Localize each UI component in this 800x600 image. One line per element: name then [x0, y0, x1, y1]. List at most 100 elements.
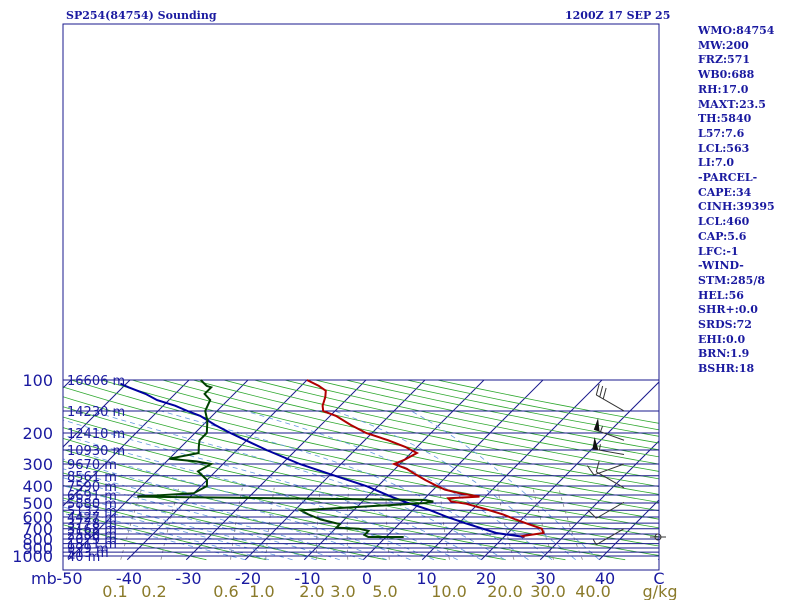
temperature-tick-label: -40 — [116, 569, 142, 588]
isotherm-line — [63, 379, 190, 507]
temperature-line — [306, 379, 545, 538]
pressure-tick-label: 300 — [22, 455, 53, 474]
mixing-ratio-line — [265, 487, 275, 560]
mixing-ratio-label: 0.1 — [102, 582, 127, 600]
chart-title: SP254(84754) Sounding — [66, 9, 217, 22]
isotherm-line — [244, 379, 426, 561]
dry-adiabat-line — [63, 472, 446, 561]
dry-adiabat-line — [63, 406, 659, 538]
isotherm-line — [185, 379, 367, 561]
mixing-ratio-unit: g/kg — [643, 582, 678, 600]
wind-barb-half-tick — [592, 539, 597, 545]
wind-barb-tick — [587, 509, 597, 519]
chart-profiles — [119, 379, 545, 538]
mixing-ratio-line — [385, 487, 390, 560]
wind-barb — [587, 501, 625, 519]
temperature-tick-label: 0 — [362, 569, 372, 588]
dry-adiabat-line — [131, 379, 659, 495]
dry-adiabat-line — [63, 460, 506, 561]
wind-barb-flag — [593, 418, 600, 432]
dry-adiabat-line — [192, 379, 659, 480]
index-item: SHR+:0.0 — [698, 303, 758, 317]
temperature-tick-label: 40 — [595, 569, 615, 588]
dry-adiabat-line — [345, 379, 659, 444]
mixing-ratio-line — [160, 487, 180, 560]
height-label: 8561 m — [67, 470, 117, 485]
isotherm-line — [126, 379, 308, 561]
height-label: 999 m — [67, 542, 109, 557]
pressure-tick-label: 900 — [22, 539, 53, 558]
mixing-ratio-line — [532, 487, 554, 560]
dry-adiabat-line — [437, 379, 659, 424]
height-label: 12410 m — [67, 427, 125, 442]
index-item: WB0:688 — [698, 68, 755, 82]
dry-adiabat-line — [101, 379, 659, 503]
index-item: EHI:0.0 — [698, 332, 746, 346]
index-item: BRN:1.9 — [698, 347, 750, 361]
isotherm-line — [598, 499, 659, 561]
height-label: 1511 m — [67, 538, 117, 553]
isotherm-line — [539, 440, 659, 561]
mixing-ratio-label: 5.0 — [372, 582, 397, 600]
mixing-ratio-label: 0.6 — [213, 582, 238, 600]
dry-adiabat-line — [376, 379, 659, 437]
index-item: TH:5840 — [698, 112, 752, 126]
isotherm-line — [63, 379, 131, 448]
dry-adiabat-line — [63, 438, 626, 561]
height-label: 2029 m — [67, 533, 117, 548]
temperature-tick-label: 20 — [476, 569, 496, 588]
index-item: CAP:5.6 — [698, 229, 747, 243]
index-item: LCL:563 — [698, 141, 750, 155]
temperature-tick-label: -50 — [56, 569, 82, 588]
height-label: 3168 m — [67, 523, 117, 538]
height-label: 5880 m — [67, 497, 117, 512]
wind-barb — [595, 460, 625, 489]
index-item: CAPE:34 — [698, 185, 752, 199]
pressure-tick-label: 1000 — [12, 547, 53, 566]
pressure-tick-label: 500 — [22, 494, 53, 513]
temperature-tick-label: -30 — [175, 569, 201, 588]
wind-barb-half-tick — [600, 425, 604, 432]
index-item: WMO:84754 — [698, 24, 775, 37]
y-axis-label: mb — [31, 569, 57, 588]
dry-adiabat-line — [406, 379, 659, 431]
wind-barb-staff — [596, 501, 625, 519]
index-item: MW:200 — [698, 38, 749, 52]
mixing-ratio-line — [558, 487, 583, 560]
dry-adiabat-line — [63, 449, 566, 561]
pressure-tick-label: 600 — [22, 508, 53, 527]
sounding-indices-panel: WMO:84754 MW:200 FRZ:571 WB0:688 RH:17.0 MAXT… — [698, 24, 775, 377]
mixing-ratio-line — [497, 487, 515, 560]
index-item: LI:7.0 — [698, 156, 735, 170]
dry-adiabat-line — [63, 427, 659, 556]
mixing-ratio-label: 30.0 — [530, 582, 566, 600]
wind-barb-column — [586, 383, 666, 546]
wind-barb — [592, 528, 625, 546]
index-item: SRDS:72 — [698, 318, 752, 332]
index-item: CINH:39395 — [698, 200, 775, 214]
height-label: 4427 m — [67, 511, 117, 526]
temperature-tick-label: -10 — [294, 569, 320, 588]
dry-adiabat-line — [254, 379, 659, 465]
dry-adiabat-line — [63, 524, 207, 561]
wind-barb-staff — [592, 448, 625, 455]
pressure-tick-label: 200 — [22, 424, 53, 443]
pressure-tick-label: 700 — [22, 520, 53, 539]
isotherm-line — [0, 380, 12, 560]
dry-adiabat-line — [63, 497, 327, 561]
index-item: -WIND- — [698, 259, 744, 273]
wind-barb-staff — [596, 471, 625, 489]
temperature-tick-label: -20 — [235, 569, 261, 588]
wind-barb-staff — [596, 528, 625, 546]
temperature-tick-label: 30 — [535, 569, 555, 588]
wind-barb-tick — [586, 465, 595, 476]
temperature-tick-label: 10 — [416, 569, 436, 588]
chart-time: 1200Z 17 SEP 25 — [565, 9, 671, 22]
wind-barb-tick — [595, 383, 600, 396]
wind-barb-staff — [596, 394, 625, 412]
wind-barb-tick — [599, 385, 604, 398]
isotherm-line — [717, 380, 800, 560]
mixing-ratio-label: 40.0 — [575, 582, 611, 600]
